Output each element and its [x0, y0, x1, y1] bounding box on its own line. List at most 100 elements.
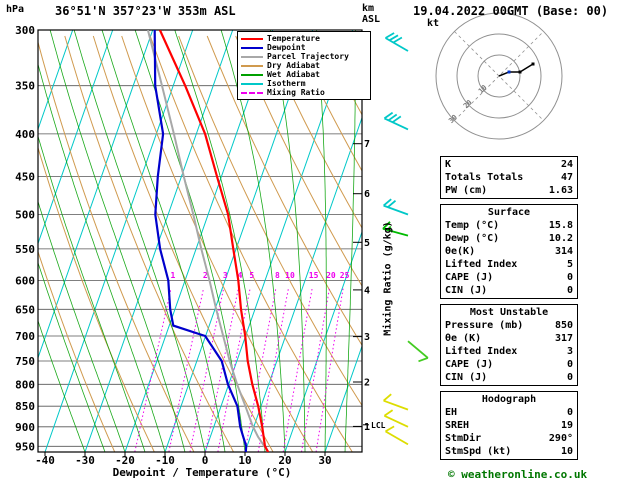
stat-value: 19 — [560, 420, 573, 431]
plot-border — [37, 29, 363, 453]
svg-text:-10: -10 — [155, 454, 175, 467]
altitude-axis-unit: km ASL — [362, 3, 380, 25]
panel-most-unstable: Most Unstable Pressure (mb) 850 θe (K) 317 Li… — [440, 304, 578, 386]
stat-row: CIN (J) 0 — [445, 371, 573, 384]
stat-value: 850 — [554, 320, 573, 331]
altitude-axis: 87654321LCL — [353, 87, 386, 433]
stat-row: EH 0 — [445, 406, 573, 419]
svg-text:10: 10 — [477, 84, 489, 96]
svg-text:3: 3 — [223, 271, 228, 280]
panel-indices: K 24 Totals Totals 47 PW (cm) 1.63 — [440, 156, 578, 199]
stat-row: Totals Totals 47 — [445, 171, 573, 184]
dewpoint-line — [153, 30, 248, 452]
stat-label: CIN (J) — [445, 285, 488, 296]
stat-row: Lifted Index 5 — [445, 258, 573, 271]
svg-text:950: 950 — [15, 440, 35, 453]
stat-label: Lifted Index — [445, 346, 518, 357]
svg-text:8: 8 — [275, 271, 280, 280]
svg-text:550: 550 — [15, 243, 35, 256]
svg-text:LCL: LCL — [371, 421, 386, 430]
stat-value: 0 — [566, 407, 573, 418]
parcel-trajectory-line — [146, 30, 270, 452]
stats-panels: K 24 Totals Totals 47 PW (cm) 1.63 Surface Temp… — [440, 156, 578, 465]
altitude-unit-km: km — [362, 3, 375, 14]
stat-row: CIN (J) 0 — [445, 284, 573, 297]
x-axis-title: Dewpoint / Temperature (°C) — [112, 466, 292, 479]
svg-text:600: 600 — [15, 274, 35, 287]
stat-row: SREH 19 — [445, 419, 573, 432]
svg-text:15: 15 — [309, 271, 319, 280]
legend-item-label: Isotherm — [267, 79, 306, 88]
svg-text:4: 4 — [364, 285, 370, 296]
stat-label: K — [445, 159, 452, 170]
svg-text:-20: -20 — [115, 454, 135, 467]
svg-text:7: 7 — [364, 139, 370, 150]
datetime-label: 19.04.2022 00GMT (Base: 00) — [413, 4, 609, 18]
svg-text:650: 650 — [15, 303, 35, 316]
svg-text:4: 4 — [238, 271, 243, 280]
svg-text:-40: -40 — [35, 454, 55, 467]
stat-label: Dewp (°C) — [445, 233, 500, 244]
stat-value: 24 — [560, 159, 573, 170]
stat-row: CAPE (J) 0 — [445, 358, 573, 371]
svg-text:300: 300 — [15, 24, 35, 37]
svg-text:2: 2 — [203, 271, 208, 280]
legend-item-label: Mixing Ratio — [267, 88, 325, 97]
svg-text:5: 5 — [364, 238, 370, 249]
stat-row: Pressure (mb) 850 — [445, 319, 573, 332]
svg-text:30: 30 — [318, 454, 331, 467]
stat-label: Lifted Index — [445, 259, 518, 270]
pressure-gridlines — [38, 29, 362, 447]
legend-item: Wet Adiabat — [241, 70, 367, 79]
legend-item-label: Temperature — [267, 34, 320, 43]
legend-item: Dry Adiabat — [241, 61, 367, 70]
stat-label: SREH — [445, 420, 470, 431]
stat-label: StmSpd (kt) — [445, 446, 512, 457]
dry-adiabats — [38, 35, 362, 452]
svg-text:25: 25 — [340, 271, 350, 280]
chart-legend: Temperature Dewpoint Parcel Trajectory Dry … — [237, 31, 371, 100]
stat-label: Totals Totals — [445, 172, 524, 183]
mixing-ratio-axis-label: Mixing Ratio (g/kg) — [382, 221, 394, 336]
stat-label: EH — [445, 407, 458, 418]
stat-value: 0 — [566, 359, 573, 370]
page-title: 36°51'N 357°23'W 353m ASL — [55, 4, 236, 18]
stat-row: StmDir 290° — [445, 432, 573, 445]
svg-text:20: 20 — [278, 454, 291, 467]
hodograph-unit-label: kt — [427, 18, 440, 29]
stat-label: CIN (J) — [445, 372, 488, 383]
hodograph-trace — [498, 63, 534, 77]
legend-line-swatch — [241, 37, 263, 40]
stat-row: CAPE (J) 0 — [445, 271, 573, 284]
stat-value: 5 — [566, 259, 573, 270]
stat-row: Dewp (°C) 10.2 — [445, 232, 573, 245]
legend-item-label: Dry Adiabat — [267, 61, 320, 70]
svg-text:450: 450 — [15, 171, 35, 184]
legend-line-swatch — [241, 91, 263, 94]
altitude-unit-asl: ASL — [362, 14, 381, 25]
stat-row: K 24 — [445, 158, 573, 171]
legend-item-label: Wet Adiabat — [267, 70, 320, 79]
svg-text:5: 5 — [249, 271, 254, 280]
stat-row: θe (K) 317 — [445, 332, 573, 345]
legend-item: Mixing Ratio — [241, 88, 367, 97]
stat-value: 0 — [566, 372, 573, 383]
pressure-axis-labels: 300 350 400 450 500 550 600 650 700 750 800 850 900 9… — [15, 24, 35, 453]
svg-text:0: 0 — [202, 454, 209, 467]
svg-text:750: 750 — [15, 355, 35, 368]
svg-text:-30: -30 — [75, 454, 95, 467]
stat-value: 3 — [566, 346, 573, 357]
temperature-line — [158, 30, 270, 452]
stat-value: 0 — [566, 285, 573, 296]
panel-surface: Surface Temp (°C) 15.8 Dewp (°C) 10.2 θe(K) 31… — [440, 204, 578, 299]
legend-line-swatch — [241, 82, 263, 85]
stat-value: 314 — [554, 246, 573, 257]
stat-value: 47 — [560, 172, 573, 183]
legend-line-swatch — [241, 46, 263, 49]
mixing-ratio-lines: 1 2 3 4 5 8 10 15 20 25 — [134, 271, 350, 452]
stat-label: StmDir — [445, 433, 482, 444]
svg-text:30: 30 — [447, 113, 459, 125]
panel-header: Surface — [487, 207, 531, 218]
legend-line-swatch — [241, 64, 263, 67]
svg-text:800: 800 — [15, 378, 35, 391]
